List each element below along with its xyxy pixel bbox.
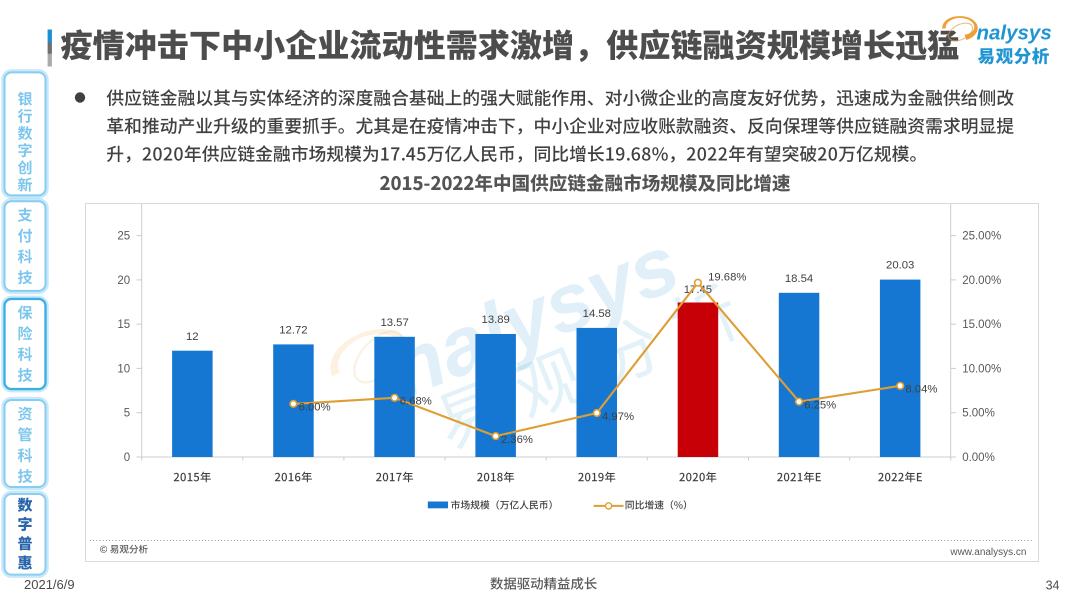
- svg-text:18.54: 18.54: [785, 273, 813, 285]
- svg-text:10.00%: 10.00%: [962, 363, 1001, 375]
- svg-text:34: 34: [1046, 579, 1060, 593]
- svg-text:10: 10: [117, 363, 130, 375]
- svg-text:15.00%: 15.00%: [962, 319, 1001, 331]
- svg-text:19.68%: 19.68%: [708, 272, 746, 284]
- svg-text:12: 12: [186, 331, 199, 343]
- svg-text:25: 25: [117, 231, 130, 243]
- svg-text:20: 20: [117, 275, 130, 287]
- svg-text:13.57: 13.57: [380, 317, 408, 329]
- svg-text:6.68%: 6.68%: [400, 396, 432, 408]
- svg-text:13.89: 13.89: [482, 314, 510, 326]
- svg-text:5.00%: 5.00%: [962, 408, 995, 420]
- svg-text:2.36%: 2.36%: [501, 434, 533, 446]
- svg-text:20.00%: 20.00%: [962, 275, 1001, 287]
- svg-text:5: 5: [124, 408, 130, 420]
- svg-text:20.03: 20.03: [886, 260, 914, 272]
- svg-text:4.97%: 4.97%: [602, 411, 634, 423]
- svg-text:8.04%: 8.04%: [905, 384, 937, 396]
- svg-text:14.58: 14.58: [583, 308, 611, 320]
- svg-text:www.analysys.cn: www.analysys.cn: [949, 547, 1026, 558]
- svg-text:25.00%: 25.00%: [962, 231, 1001, 243]
- svg-text:6.25%: 6.25%: [804, 399, 836, 411]
- svg-text:15: 15: [117, 319, 130, 331]
- svg-text:0: 0: [124, 452, 130, 464]
- svg-text:nalysys: nalysys: [977, 22, 1052, 45]
- svg-text:6.00%: 6.00%: [299, 402, 331, 414]
- svg-text:2021/6/9: 2021/6/9: [24, 577, 75, 592]
- svg-text:12.72: 12.72: [279, 325, 307, 337]
- svg-text:0.00%: 0.00%: [962, 452, 995, 464]
